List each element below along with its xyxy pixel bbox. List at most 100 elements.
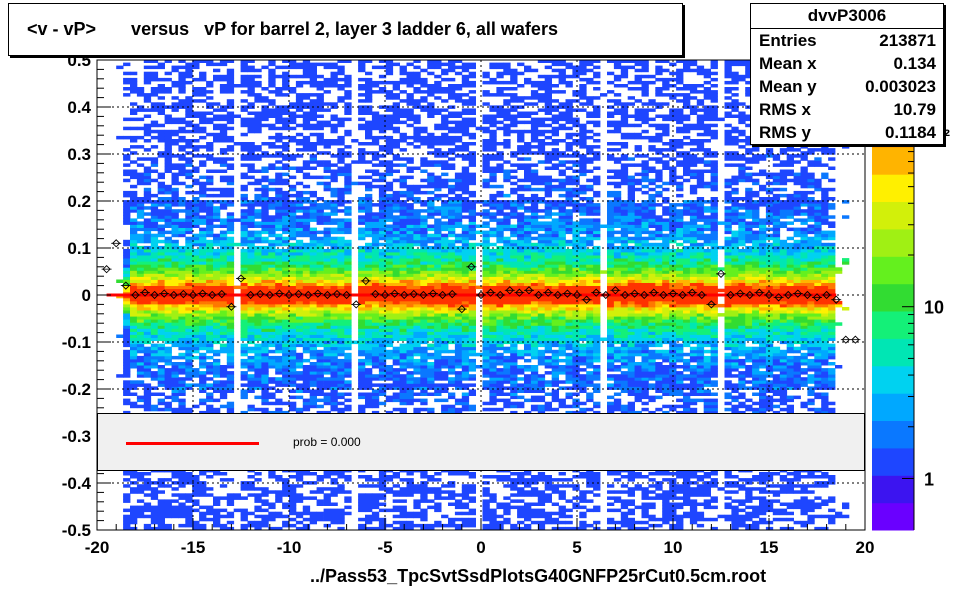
heatmap-cell <box>136 307 145 311</box>
heatmap-cell <box>371 184 380 189</box>
heatmap-cell <box>365 349 373 354</box>
heatmap-cell <box>136 258 145 262</box>
heatmap-cell <box>130 337 138 341</box>
heatmap-cell <box>199 487 207 491</box>
heatmap-cell <box>199 175 207 180</box>
heatmap-cell <box>378 349 387 354</box>
heatmap-cell <box>247 520 255 525</box>
heatmap-cell <box>275 322 283 326</box>
heatmap-cell <box>289 215 297 219</box>
heatmap-cell <box>330 139 338 143</box>
heatmap-cell <box>275 310 283 314</box>
heatmap-cell <box>164 87 172 91</box>
heatmap-cell <box>213 62 221 67</box>
heatmap-cell <box>164 120 172 125</box>
heatmap-cell <box>268 71 276 76</box>
heatmap-cell <box>254 297 262 302</box>
heatmap-cell <box>378 523 387 528</box>
heatmap-cell <box>392 285 400 290</box>
heatmap-cell <box>185 236 193 241</box>
heatmap-cell <box>254 212 262 216</box>
heatmap-cell <box>275 377 283 381</box>
heatmap-cell <box>392 252 400 256</box>
heatmap-cell <box>275 410 283 415</box>
heatmap-cell <box>213 300 221 305</box>
heatmap-cell <box>448 288 456 293</box>
heatmap-cell <box>316 261 324 265</box>
heatmap-cell <box>441 221 449 225</box>
heatmap-cell <box>330 340 338 345</box>
heatmap-cell <box>185 288 193 293</box>
heatmap-cell <box>240 343 248 348</box>
heatmap-cell <box>123 77 131 82</box>
heatmap-cell <box>240 197 248 201</box>
heatmap-cell <box>289 227 297 232</box>
heatmap-cell <box>289 484 297 488</box>
heatmap-cell <box>240 193 248 198</box>
heatmap-cell <box>371 358 380 363</box>
heatmap-cell <box>330 325 338 329</box>
heatmap-cell <box>213 117 221 122</box>
heatmap-cell <box>164 523 172 528</box>
heatmap-cell <box>254 187 262 192</box>
heatmap-cell <box>268 68 276 73</box>
heatmap-cell <box>164 371 172 375</box>
heatmap-cell <box>185 328 193 332</box>
heatmap-cell <box>261 322 269 326</box>
heatmap-cell <box>358 215 366 219</box>
heatmap-cell <box>302 331 311 335</box>
heatmap-cell <box>226 303 235 308</box>
heatmap-cell <box>441 328 449 332</box>
heatmap-cell <box>282 190 290 195</box>
heatmap-cell <box>143 285 152 290</box>
heatmap-cell <box>226 236 235 241</box>
heatmap-cell <box>365 328 373 332</box>
heatmap-cell <box>323 358 331 363</box>
heatmap-cell <box>143 71 152 76</box>
heatmap-cell <box>164 148 172 152</box>
heatmap-cell <box>337 279 345 283</box>
heatmap-cell <box>344 172 352 177</box>
heatmap-cell <box>330 242 338 247</box>
heatmap-cell <box>219 395 228 400</box>
heatmap-cell <box>309 307 317 311</box>
heatmap-cell <box>371 389 380 393</box>
heatmap-cell <box>157 380 165 384</box>
heatmap-cell <box>351 160 359 164</box>
heatmap-cell <box>344 307 352 311</box>
heatmap-cell <box>157 172 165 177</box>
heatmap-cell <box>254 487 262 491</box>
heatmap-cell <box>150 120 159 125</box>
heatmap-cell <box>323 221 331 225</box>
heatmap-cell <box>254 148 262 152</box>
heatmap-cell <box>282 481 290 485</box>
heatmap-cell <box>420 236 428 241</box>
heatmap-cell <box>316 230 324 235</box>
heatmap-cell <box>302 319 311 323</box>
heatmap-cell <box>247 102 255 106</box>
heatmap-cell <box>323 285 331 290</box>
heatmap-cell <box>441 404 449 409</box>
heatmap-cell <box>192 383 200 387</box>
heatmap-cell <box>399 380 407 384</box>
heatmap-cell <box>268 181 276 186</box>
heatmap-cell <box>136 227 145 232</box>
heatmap-cell <box>406 523 414 528</box>
heatmap-cell <box>130 349 138 354</box>
heatmap-cell <box>213 410 221 415</box>
heatmap-cell <box>309 258 317 262</box>
heatmap-cell <box>275 93 283 97</box>
heatmap-cell <box>213 215 221 219</box>
heatmap-cell <box>157 484 165 488</box>
heatmap-cell <box>434 96 442 100</box>
heatmap-cell <box>268 514 276 519</box>
heatmap-cell <box>385 184 394 189</box>
heatmap-cell <box>164 224 172 228</box>
heatmap-cell <box>399 120 407 125</box>
heatmap-cell <box>399 114 407 118</box>
heatmap-cell <box>399 407 407 412</box>
heatmap-cell <box>441 151 449 155</box>
heatmap-cell <box>392 520 400 525</box>
heatmap-cell <box>378 117 387 122</box>
heatmap-cell <box>150 355 159 360</box>
